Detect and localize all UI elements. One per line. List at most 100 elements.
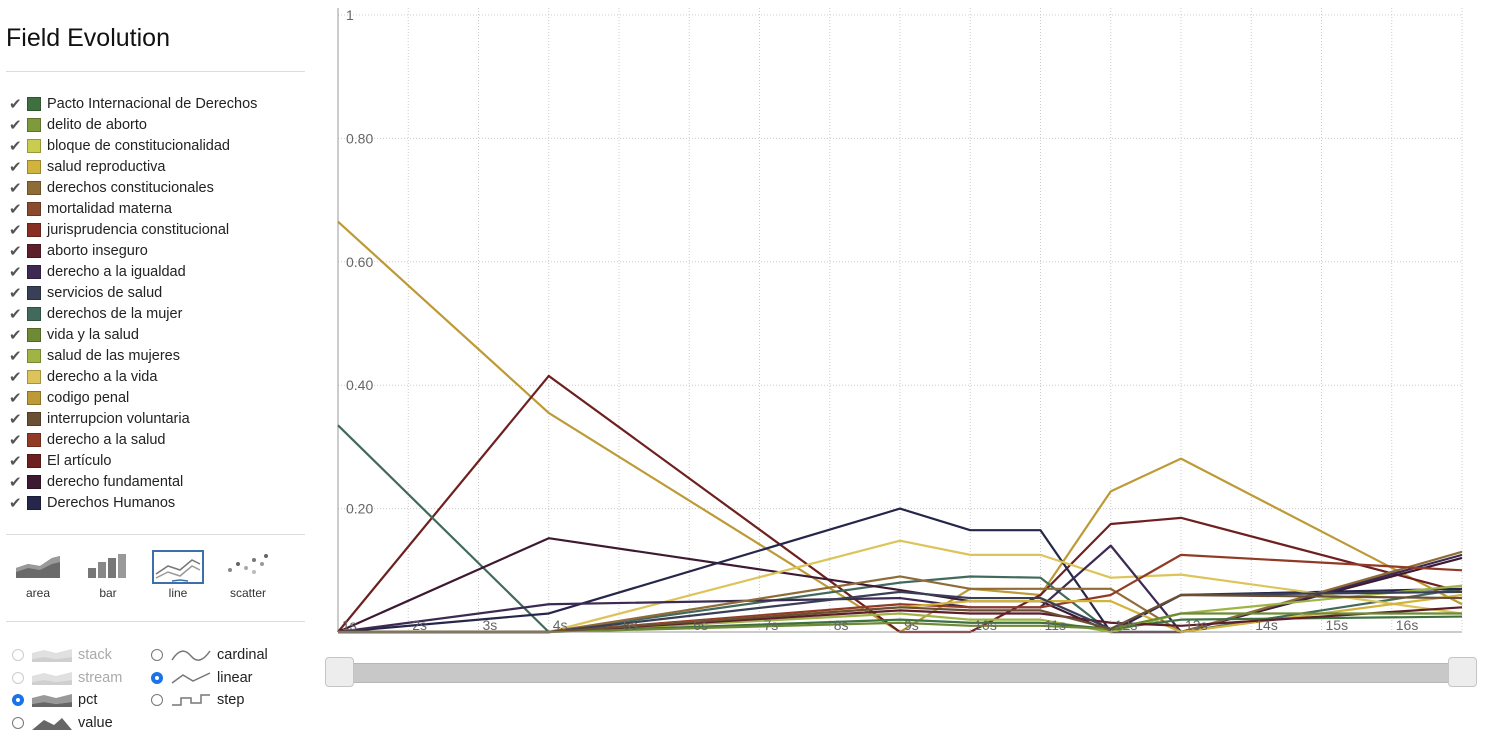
renderer-scatter[interactable]: scatter (220, 550, 276, 600)
legend-item[interactable]: ✔ derechos de la mujer (9, 303, 257, 324)
slider-handle-right[interactable] (1448, 657, 1477, 687)
renderer-area[interactable]: area (10, 550, 66, 600)
checkmark-icon[interactable]: ✔ (9, 368, 22, 386)
radio-pct[interactable] (12, 694, 24, 707)
legend-swatch (27, 348, 41, 363)
line-chart-icon[interactable] (152, 550, 204, 584)
x-tick-label: 13s (1185, 617, 1208, 633)
area-chart-icon[interactable] (12, 550, 64, 584)
y-tick-label: 0.60 (346, 254, 373, 270)
legend-label: derecho a la salud (47, 431, 166, 448)
scatter-chart-icon[interactable] (222, 550, 274, 584)
renderer-label: bar (99, 586, 117, 600)
legend-item[interactable]: ✔ derecho a la vida (9, 366, 257, 387)
checkmark-icon[interactable]: ✔ (9, 452, 22, 470)
radio-stream[interactable] (12, 671, 24, 684)
legend-item[interactable]: ✔ delito de aborto (9, 114, 257, 135)
radio-value[interactable] (12, 716, 24, 729)
legend-swatch (27, 285, 41, 300)
radio-cardinal[interactable] (151, 649, 163, 661)
checkmark-icon[interactable]: ✔ (9, 410, 22, 428)
legend-item[interactable]: ✔ interrupcion voluntaria (9, 408, 257, 429)
checkmark-icon[interactable]: ✔ (9, 431, 22, 449)
checkmark-icon[interactable]: ✔ (9, 95, 22, 113)
legend-swatch (27, 201, 41, 216)
legend-item[interactable]: ✔ bloque de constitucionalidad (9, 135, 257, 156)
checkmark-icon[interactable]: ✔ (9, 116, 22, 134)
checkmark-icon[interactable]: ✔ (9, 473, 22, 491)
option-stream[interactable]: stream (12, 668, 122, 688)
legend-swatch (27, 327, 41, 342)
x-tick-label: 14s (1255, 617, 1278, 633)
legend-item[interactable]: ✔ salud reproductiva (9, 156, 257, 177)
checkmark-icon[interactable]: ✔ (9, 242, 22, 260)
range-slider[interactable] (325, 657, 1477, 687)
stack-icon (32, 647, 72, 663)
option-label: step (217, 692, 245, 709)
option-stack[interactable]: stack (12, 645, 112, 665)
renderer-bar[interactable]: bar (80, 550, 136, 600)
option-label: value (78, 714, 113, 731)
checkmark-icon[interactable]: ✔ (9, 389, 22, 407)
renderer-picker: area bar line scatter (10, 550, 290, 600)
checkmark-icon[interactable]: ✔ (9, 200, 22, 218)
renderer-line[interactable]: line (150, 550, 206, 600)
radio-step[interactable] (151, 694, 163, 707)
checkmark-icon[interactable]: ✔ (9, 158, 22, 176)
option-step[interactable]: step (151, 690, 244, 710)
legend-item[interactable]: ✔ Pacto Internacional de Derechos (9, 93, 257, 114)
series-line (338, 612, 1462, 634)
checkmark-icon[interactable]: ✔ (9, 263, 22, 281)
option-cardinal[interactable]: cardinal (151, 645, 268, 665)
option-value[interactable]: value (12, 713, 113, 733)
x-tick-label: 7s (764, 617, 779, 633)
option-linear[interactable]: linear (151, 668, 252, 688)
legend-label: aborto inseguro (47, 242, 148, 259)
linear-icon (171, 670, 211, 686)
legend-label: vida y la salud (47, 326, 139, 343)
slider-handle-left[interactable] (325, 657, 354, 687)
option-pct[interactable]: pct (12, 690, 97, 710)
legend-item[interactable]: ✔ Derechos Humanos (9, 492, 257, 513)
legend-item[interactable]: ✔ aborto inseguro (9, 240, 257, 261)
checkmark-icon[interactable]: ✔ (9, 494, 22, 512)
bar-chart-icon[interactable] (82, 550, 134, 584)
legend-item[interactable]: ✔ derecho a la salud (9, 429, 257, 450)
radio-stack[interactable] (12, 649, 24, 661)
checkmark-icon[interactable]: ✔ (9, 137, 22, 155)
legend-swatch (27, 264, 41, 279)
checkmark-icon[interactable]: ✔ (9, 347, 22, 365)
option-label: stream (78, 669, 123, 686)
legend-item[interactable]: ✔ salud de las mujeres (9, 345, 257, 366)
legend-item[interactable]: ✔ derecho fundamental (9, 471, 257, 492)
legend-item[interactable]: ✔ derecho a la igualdad (9, 261, 257, 282)
legend-item[interactable]: ✔ mortalidad materna (9, 198, 257, 219)
x-tick-label: 15s (1326, 617, 1349, 633)
checkmark-icon[interactable]: ✔ (9, 326, 22, 344)
x-tick-label: 1s (342, 617, 357, 633)
checkmark-icon[interactable]: ✔ (9, 284, 22, 302)
option-label: pct (78, 692, 98, 709)
legend-item[interactable]: ✔ codigo penal (9, 387, 257, 408)
legend-label: El artículo (47, 452, 112, 469)
legend-item[interactable]: ✔ vida y la salud (9, 324, 257, 345)
x-tick-label: 6s (693, 617, 708, 633)
renderer-label: scatter (229, 586, 266, 600)
legend-label: derecho a la vida (47, 368, 158, 385)
legend-item[interactable]: ✔ El artículo (9, 450, 257, 471)
value-icon (32, 715, 72, 731)
legend-item[interactable]: ✔ derechos constitucionales (9, 177, 257, 198)
checkmark-icon[interactable]: ✔ (9, 179, 22, 197)
x-tick-label: 12s (1115, 617, 1138, 633)
checkmark-icon[interactable]: ✔ (9, 221, 22, 239)
x-tick-label: 3s (483, 617, 498, 633)
slider-track[interactable] (337, 663, 1465, 683)
legend-item[interactable]: ✔ jurisprudencia constitucional (9, 219, 257, 240)
legend-item[interactable]: ✔ servicios de salud (9, 282, 257, 303)
radio-linear[interactable] (151, 671, 163, 684)
x-tick-label: 16s (1396, 617, 1419, 633)
option-label: linear (217, 669, 253, 686)
divider (6, 621, 305, 622)
checkmark-icon[interactable]: ✔ (9, 305, 22, 323)
